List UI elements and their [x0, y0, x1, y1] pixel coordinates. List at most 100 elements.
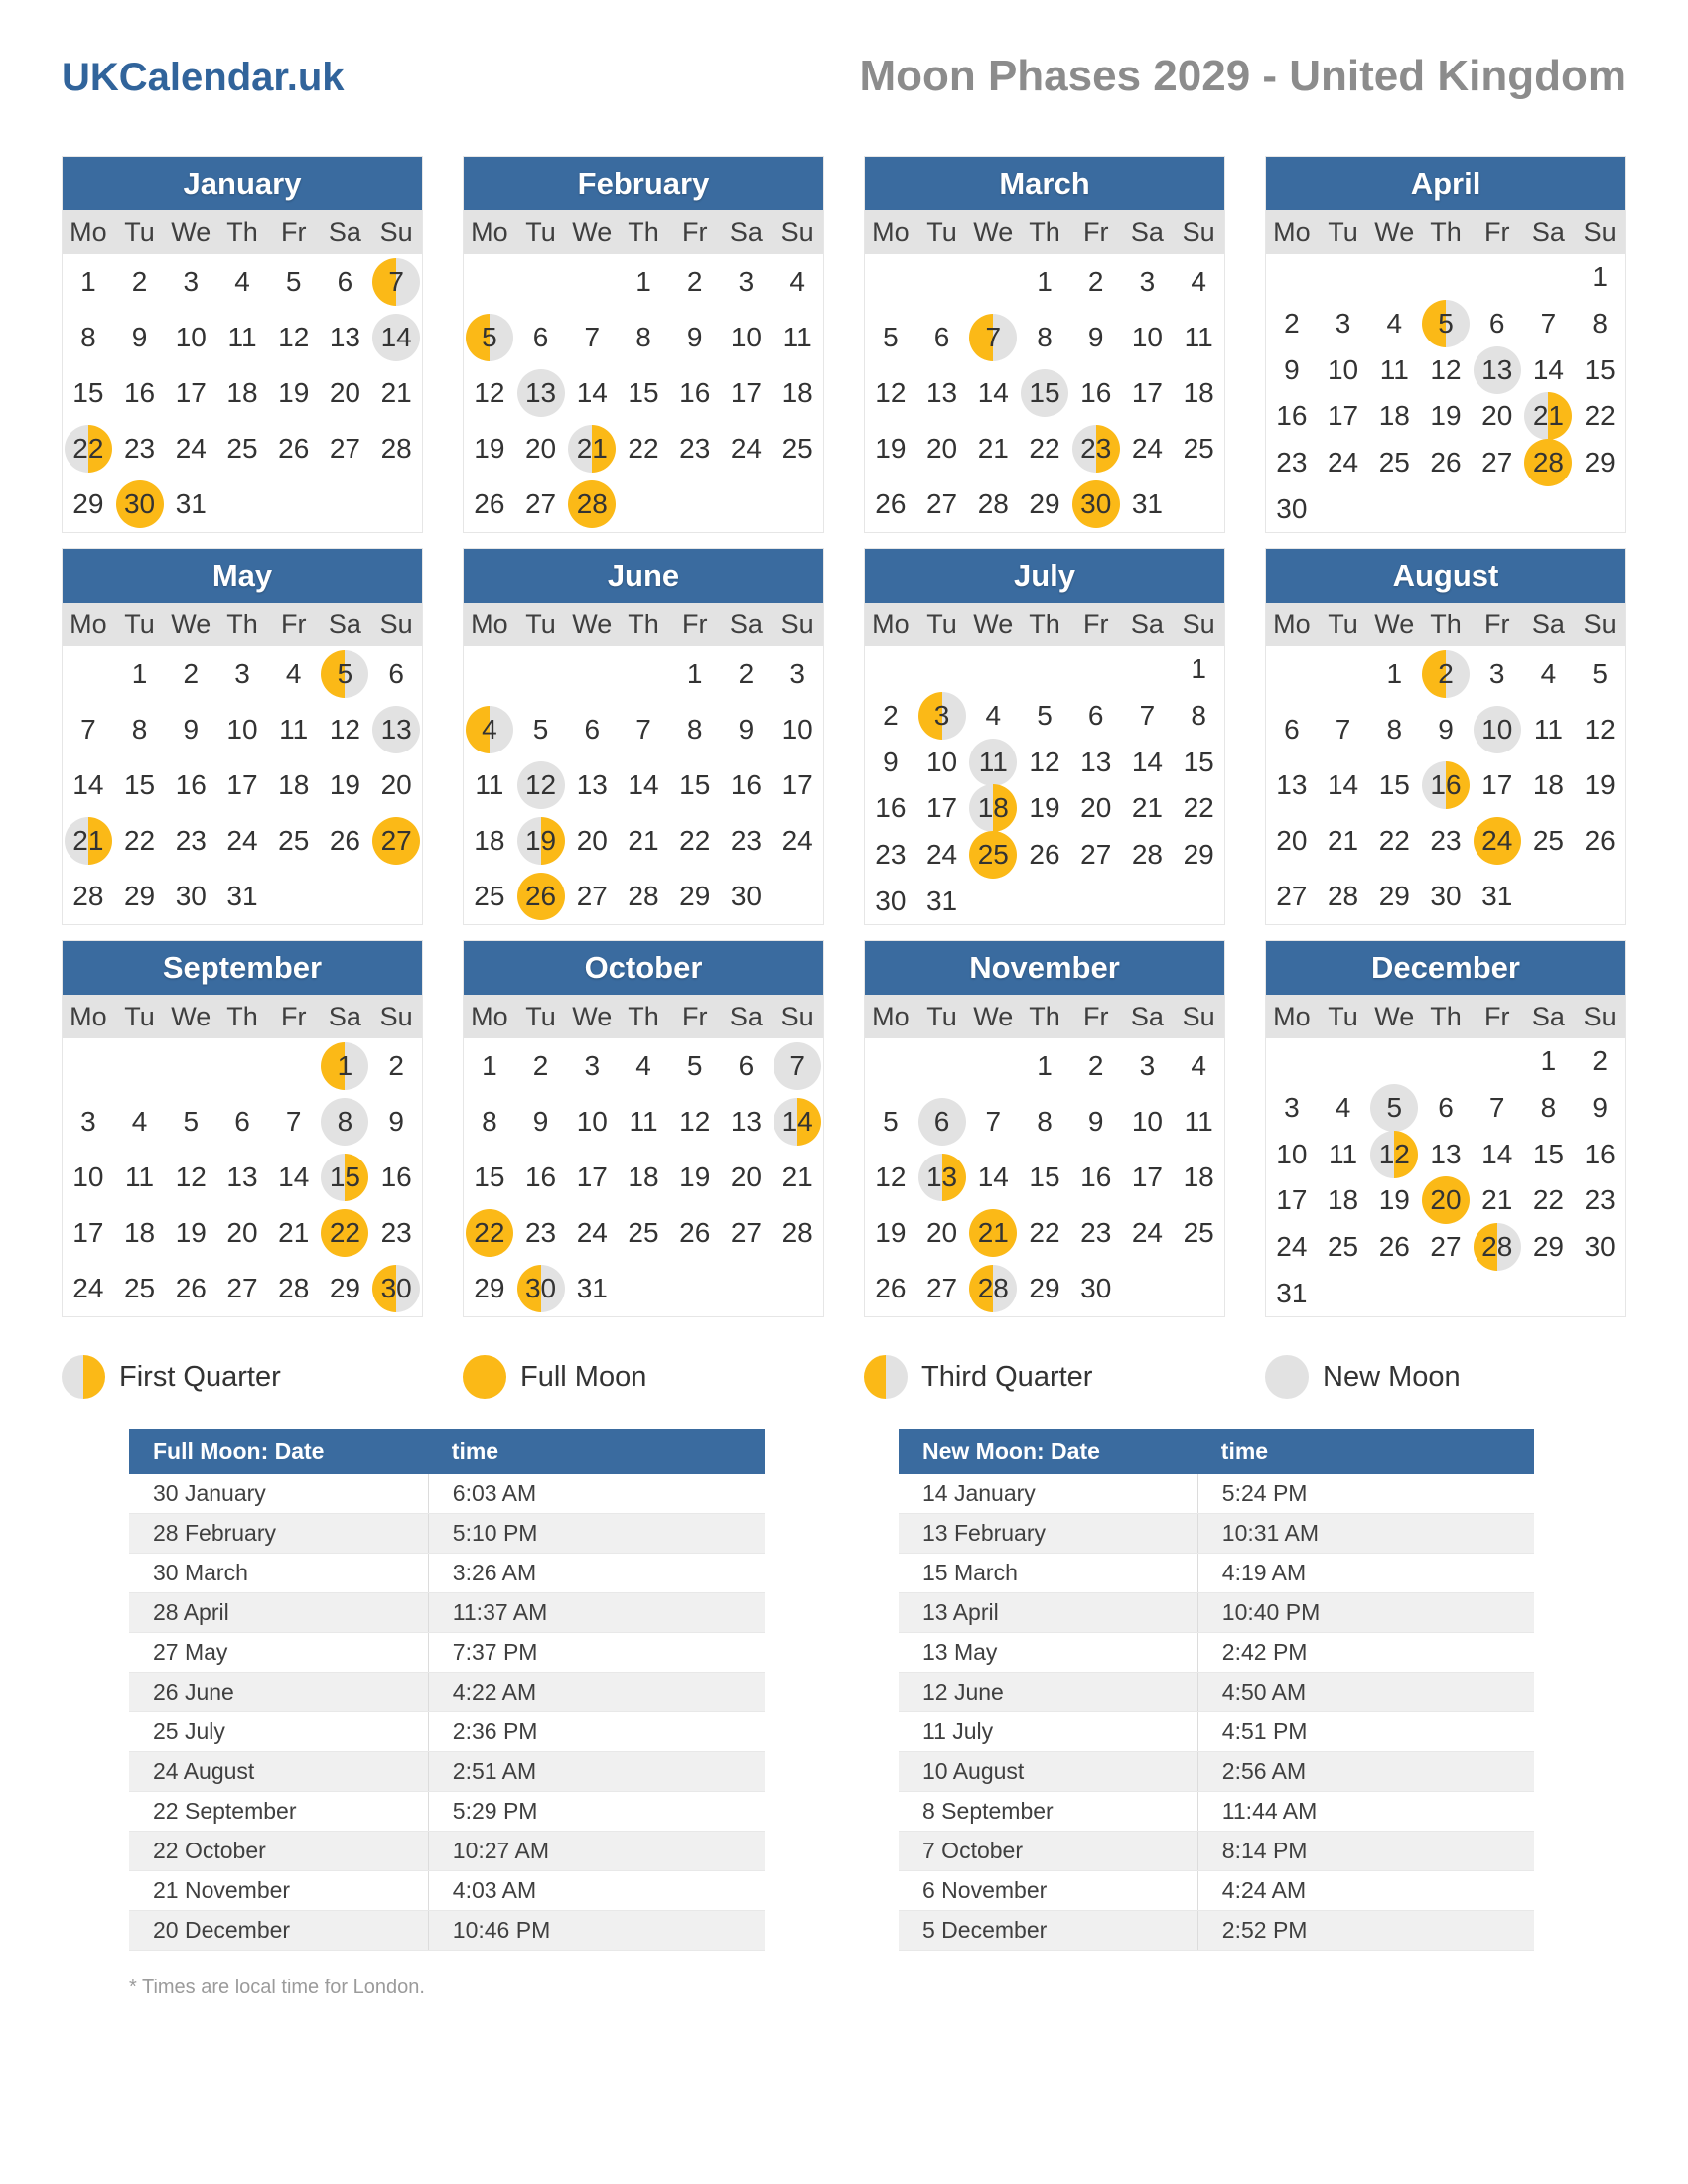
weekday-label: Sa — [1531, 216, 1565, 247]
month-title: December — [1266, 941, 1625, 995]
third-quarter-icon — [372, 1265, 421, 1312]
calendar-grid: January Mo Tu We Th Fr Sa Su 1 2 3 4 5 6 7 8 9 10 11 12 13 14… — [62, 156, 1626, 1317]
new-moon-icon — [1265, 1355, 1309, 1399]
first-quarter-icon — [969, 784, 1018, 833]
day-number: 13 — [730, 1106, 762, 1137]
weekday-label: Fr — [1082, 609, 1109, 639]
day-number: 9 — [1087, 322, 1104, 352]
weekday-label: Fr — [280, 609, 307, 639]
day-cell: 1 — [114, 646, 166, 702]
day-cell: 11 — [1173, 1094, 1224, 1150]
month-title: August — [1266, 549, 1625, 603]
day-number: 14 — [1131, 746, 1163, 777]
day-cell: 16 — [669, 365, 721, 421]
day-cell: 8 — [1368, 702, 1420, 757]
day-cell: 1 — [618, 254, 669, 310]
day-number: 9 — [1087, 1106, 1104, 1137]
day-number: 28 — [1327, 881, 1359, 911]
weekday-label: We — [973, 1001, 1014, 1031]
day-cell: 14 — [370, 310, 422, 365]
table-cell-time: 8:14 PM — [1196, 1832, 1534, 1870]
weekday-label: Fr — [1082, 1001, 1109, 1031]
day-cell: 23 — [370, 1205, 422, 1261]
legend-label: Third Quarter — [921, 1360, 1093, 1393]
weekday-header: Mo Tu We Th Fr Sa Su — [1266, 210, 1625, 254]
day-number: 8 — [635, 322, 651, 352]
day-number: 30 — [380, 1273, 412, 1303]
third-quarter-icon — [969, 1265, 1018, 1312]
day-cell: 11 — [967, 738, 1019, 786]
day-cell: 25 — [1318, 1224, 1369, 1271]
weekday-label: Th — [1430, 216, 1462, 247]
day-cell: 14 — [618, 757, 669, 813]
day-cell: 4 — [1523, 646, 1575, 702]
day-number: 4 — [1191, 266, 1206, 297]
day-number: 2 — [183, 658, 200, 689]
weekday-label: Sa — [1130, 216, 1164, 247]
day-cell: 13 — [370, 702, 422, 757]
table-row: 13 April 10:40 PM — [899, 1593, 1534, 1633]
day-number: 2 — [1087, 1050, 1104, 1081]
weekday-header: Mo Tu We Th Fr Sa Su — [464, 603, 823, 646]
day-cell: 5 — [865, 310, 916, 365]
day-number: 7 — [1488, 1091, 1505, 1123]
day-cell-empty — [1420, 1038, 1472, 1085]
table-cell-time: 2:52 PM — [1196, 1911, 1534, 1950]
day-cell: 28 — [1318, 869, 1369, 924]
table-row: 11 July 4:51 PM — [899, 1712, 1534, 1752]
day-number: 24 — [1131, 1217, 1163, 1248]
month-card: April Mo Tu We Th Fr Sa Su 1 2 3 4 5 6 7 8 9 10 11 12 13 14 15… — [1265, 156, 1626, 533]
day-number: 27 — [226, 1273, 258, 1303]
site-logo[interactable]: UKCalendar.uk — [62, 56, 345, 99]
day-cell-empty — [916, 646, 968, 693]
table-cell-time: 2:36 PM — [427, 1712, 765, 1751]
day-cell: 29 — [1523, 1224, 1575, 1271]
topbar: UKCalendar.uk Moon Phases 2029 - United … — [62, 52, 1626, 101]
day-number: 23 — [175, 825, 207, 856]
third-quarter-icon — [1473, 1222, 1521, 1271]
day-cell: 9 — [865, 739, 916, 785]
day-grid: 1 2 3 4 5 6 7 8 9 10 11 12 13 14 15 16 17 18 19 20 21 22 23 24 2… — [865, 646, 1224, 924]
day-number: 4 — [234, 266, 250, 297]
day-number: 12 — [1430, 353, 1462, 385]
day-number: 20 — [226, 1217, 258, 1248]
weekday-label: Tu — [926, 216, 957, 247]
day-cell: 1 — [1019, 254, 1070, 310]
month-card: July Mo Tu We Th Fr Sa Su 1 2 3 4 5 6 7 8 9 10 11 12 13 14 15 1… — [864, 548, 1225, 925]
weekday-label: Mo — [1273, 1001, 1311, 1031]
weekday-label: Fr — [280, 216, 307, 247]
day-cell: 27 — [566, 869, 618, 924]
weekday-label: Mo — [1273, 609, 1311, 639]
weekday-label: Th — [1430, 1001, 1462, 1031]
month-card: August Mo Tu We Th Fr Sa Su 1 2 3 4 5 6 7 8 9 10 11 12 13 14 1… — [1265, 548, 1626, 925]
day-cell: 6 — [515, 310, 567, 365]
day-number: 27 — [1430, 1230, 1462, 1262]
weekday-label: Sa — [729, 216, 763, 247]
day-cell: 8 — [464, 1094, 515, 1150]
day-number: 31 — [925, 885, 958, 916]
day-number: 26 — [875, 1273, 907, 1303]
day-cell: 2 — [1574, 1038, 1625, 1085]
day-cell: 30 — [1574, 1224, 1625, 1271]
day-cell: 17 — [1472, 757, 1523, 813]
month-title: February — [464, 157, 823, 210]
day-cell: 3 — [165, 254, 216, 310]
table-row: 6 November 4:24 AM — [899, 1871, 1534, 1911]
new-moon-icon — [516, 369, 565, 417]
day-number: 6 — [532, 322, 549, 352]
day-cell: 7 — [63, 702, 114, 757]
day-number: 24 — [1481, 825, 1513, 856]
weekday-label: Su — [1182, 216, 1215, 247]
day-cell: 14 — [967, 1150, 1019, 1205]
day-cell: 5 — [669, 1038, 721, 1094]
day-number: 9 — [738, 714, 755, 745]
day-cell: 9 — [1266, 346, 1318, 393]
day-number: 22 — [1029, 433, 1060, 464]
day-cell: 9 — [1420, 702, 1472, 757]
day-cell: 23 — [1070, 421, 1122, 477]
day-cell: 16 — [1070, 1150, 1122, 1205]
day-cell: 4 — [216, 254, 268, 310]
day-number: 17 — [1327, 400, 1359, 432]
day-cell: 13 — [1472, 345, 1523, 394]
day-cell: 27 — [916, 1261, 968, 1316]
